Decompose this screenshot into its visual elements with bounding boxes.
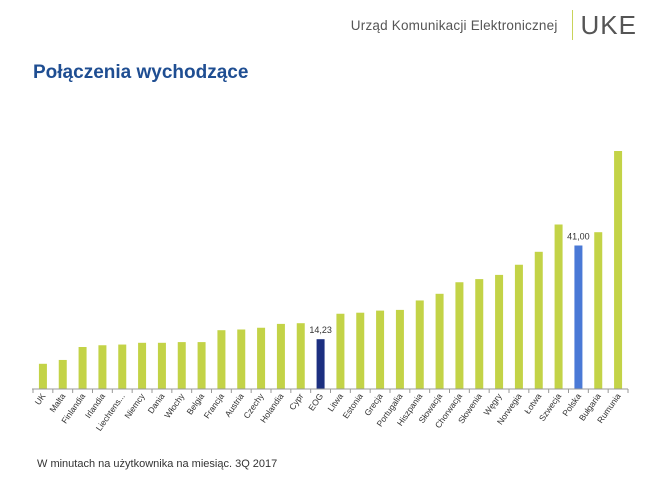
bar-uk	[38, 363, 47, 389]
bar-polska	[574, 245, 583, 389]
bar-hiszpania	[415, 300, 424, 389]
bar-chorwacja	[455, 282, 464, 389]
footnote: W minutach na użytkownika na miesiąc. 3Q…	[37, 458, 278, 470]
org-name: Urząd Komunikacji Elektronicznej	[350, 17, 558, 33]
bar-bulgaria	[594, 232, 603, 389]
bar-liechtens	[118, 344, 127, 389]
x-label-litwa: Litwa	[325, 391, 345, 413]
bar-czechy	[257, 327, 266, 389]
bar-holandia	[276, 323, 285, 389]
data-label-eog: 14,23	[309, 325, 332, 335]
x-label-wlochy: Włochy	[162, 391, 187, 420]
bar-szwecja	[554, 224, 563, 389]
bar-slowacja	[435, 293, 444, 389]
bar-dania	[157, 342, 166, 389]
bar-portugalia	[395, 309, 404, 389]
bar-slowenia	[475, 279, 484, 389]
x-label-niemcy: Niemcy	[122, 391, 147, 421]
bar-grecja	[376, 310, 385, 389]
x-label-uk: UK	[33, 391, 48, 407]
bar-austria	[237, 329, 246, 389]
x-label-estonia: Estonia	[340, 391, 365, 420]
bar-litwa	[336, 313, 345, 389]
bar-wlochy	[177, 342, 186, 389]
bar-belgia	[197, 342, 206, 389]
x-label-group: UK MaltaFinlandiaIrlandiaLiechtens...Niem…	[33, 391, 623, 433]
x-tick-group	[32, 389, 629, 393]
bar-malta	[58, 359, 67, 389]
uke-logo: UKE	[580, 9, 637, 40]
bar-irlandia	[98, 345, 107, 389]
bar-francja	[217, 330, 226, 389]
bar-estonia	[356, 312, 365, 389]
header-divider	[571, 10, 573, 40]
chart-title: Połączenia wychodzące	[33, 62, 249, 83]
bar-wegry	[495, 274, 504, 389]
bar-rumunia	[614, 151, 623, 389]
bar-cypr	[296, 323, 305, 389]
x-label-eog: EOG	[306, 391, 325, 412]
bar-norwegia	[514, 264, 523, 389]
bar-eog	[316, 339, 325, 389]
x-label-francja: Francja	[202, 391, 227, 420]
data-label-polska: 41,00	[567, 232, 590, 242]
data-label-group: 14,23 41,00	[309, 232, 589, 336]
bar-finlandia	[78, 347, 87, 389]
bar-niemcy	[138, 342, 147, 389]
bars-group	[38, 151, 623, 389]
x-label-cypr: Cypr	[287, 391, 306, 412]
bar-lotwa	[534, 251, 543, 389]
header: Urząd Komunikacji Elektronicznej UKE	[351, 10, 637, 40]
